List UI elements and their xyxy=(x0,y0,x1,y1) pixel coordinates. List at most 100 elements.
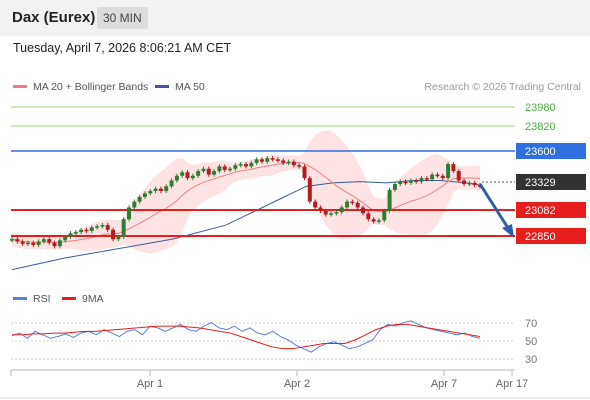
rsi-legend-label: RSI xyxy=(33,293,51,305)
candle-body xyxy=(291,161,296,166)
candle-body xyxy=(244,164,248,167)
candle-body xyxy=(414,180,419,182)
candle-body xyxy=(105,225,110,230)
candle-body xyxy=(286,161,291,164)
candle-body xyxy=(392,184,397,190)
candle xyxy=(84,227,89,234)
candle xyxy=(249,160,254,169)
candle xyxy=(212,168,217,177)
candle-body xyxy=(206,168,211,175)
candle xyxy=(259,157,264,164)
rsi-tick-50: 50 xyxy=(525,336,537,348)
candle xyxy=(392,181,397,192)
candle xyxy=(265,156,270,164)
candle-body xyxy=(366,213,371,220)
candle xyxy=(20,239,25,246)
candle xyxy=(371,217,376,224)
timestamp: Tuesday, April 7, 2026 8:06:21 AM CET xyxy=(13,41,232,55)
candle xyxy=(350,199,355,205)
candle-body xyxy=(111,229,116,240)
candle-body xyxy=(180,172,185,176)
bollinger-band xyxy=(12,130,480,254)
ma9-legend-swatch xyxy=(62,297,76,300)
candle-body xyxy=(387,189,392,211)
candle-body xyxy=(79,229,84,233)
candle xyxy=(440,173,445,181)
candle-body xyxy=(190,175,195,179)
candle-body xyxy=(36,241,41,246)
candle-body xyxy=(270,158,275,160)
rsi-line xyxy=(11,320,481,353)
candle xyxy=(286,159,291,165)
candle-body xyxy=(132,201,137,208)
ma50-path xyxy=(11,179,481,271)
x-tick-apr2: Apr 2 xyxy=(284,378,310,390)
candle xyxy=(414,178,419,184)
candle xyxy=(281,158,286,165)
candle-body xyxy=(238,164,243,166)
candle-body xyxy=(254,159,259,163)
candle xyxy=(79,227,84,235)
candle-body xyxy=(350,201,355,204)
candle-body xyxy=(100,225,105,227)
ma9-legend-label: 9MA xyxy=(82,293,104,305)
candle-body xyxy=(57,240,62,247)
ma20-line xyxy=(11,162,481,243)
candle-body xyxy=(212,171,217,175)
candle xyxy=(164,184,169,194)
candle xyxy=(222,164,227,173)
candle xyxy=(472,180,477,188)
candle xyxy=(403,179,408,185)
candle-body xyxy=(334,212,339,214)
candle xyxy=(313,199,318,210)
candle xyxy=(158,186,163,194)
candle-body xyxy=(297,165,302,167)
x-tick-apr7: Apr 7 xyxy=(431,378,457,390)
candle xyxy=(206,166,211,177)
candle-body xyxy=(25,242,30,245)
candle-body xyxy=(47,239,52,243)
candle xyxy=(467,180,472,187)
candle xyxy=(355,200,360,210)
candle xyxy=(41,237,46,244)
candle xyxy=(275,157,280,163)
rsi-tick-70: 70 xyxy=(525,318,537,330)
candle xyxy=(217,164,222,174)
candle-body xyxy=(313,201,318,208)
candle xyxy=(291,159,296,168)
candle xyxy=(137,194,142,204)
candle xyxy=(456,168,461,183)
candle-body xyxy=(89,227,94,231)
candle-body xyxy=(41,239,46,242)
candle xyxy=(52,240,57,249)
candle-body xyxy=(84,229,89,232)
interval-selector[interactable]: 30 MIN xyxy=(97,7,148,29)
candle-body xyxy=(15,239,20,242)
ma50-line xyxy=(11,179,481,271)
candle-body xyxy=(95,226,100,228)
candle xyxy=(121,217,126,239)
candle-body xyxy=(249,162,254,167)
candle-body xyxy=(63,236,68,241)
rsi-path xyxy=(11,320,481,353)
pivot-tag xyxy=(516,143,586,159)
candle xyxy=(408,178,413,185)
candle-body xyxy=(339,207,344,213)
rsi-legend-swatch xyxy=(13,297,27,300)
candle-body xyxy=(446,164,451,179)
candle-body xyxy=(222,166,227,170)
candle-body xyxy=(318,207,323,211)
candle xyxy=(111,227,116,242)
candle xyxy=(297,163,302,169)
candle xyxy=(254,157,259,165)
candle xyxy=(116,234,121,242)
candle xyxy=(95,224,100,230)
ma20-legend-label: MA 20 + Bollinger Bands xyxy=(33,81,148,93)
candle-body xyxy=(467,182,472,185)
candle-body xyxy=(451,164,456,172)
candle xyxy=(132,199,137,210)
candle-body xyxy=(196,171,201,176)
candle xyxy=(10,237,14,243)
candle xyxy=(180,170,185,178)
